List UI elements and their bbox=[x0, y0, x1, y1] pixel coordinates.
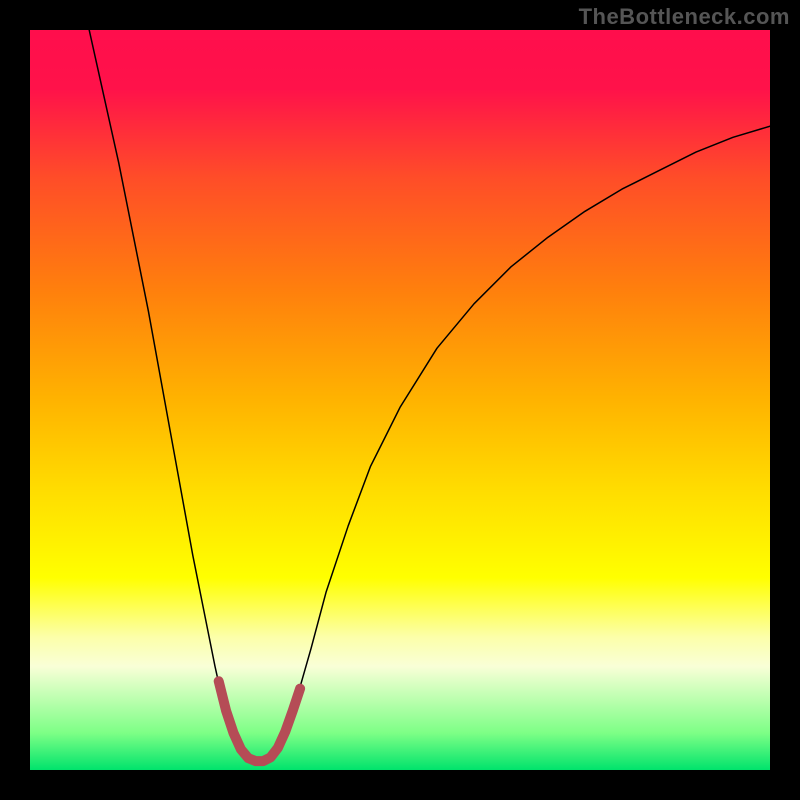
watermark-text: TheBottleneck.com bbox=[579, 4, 790, 30]
chart-plot-area bbox=[30, 30, 770, 770]
chart-svg bbox=[30, 30, 770, 770]
chart-background bbox=[30, 30, 770, 770]
